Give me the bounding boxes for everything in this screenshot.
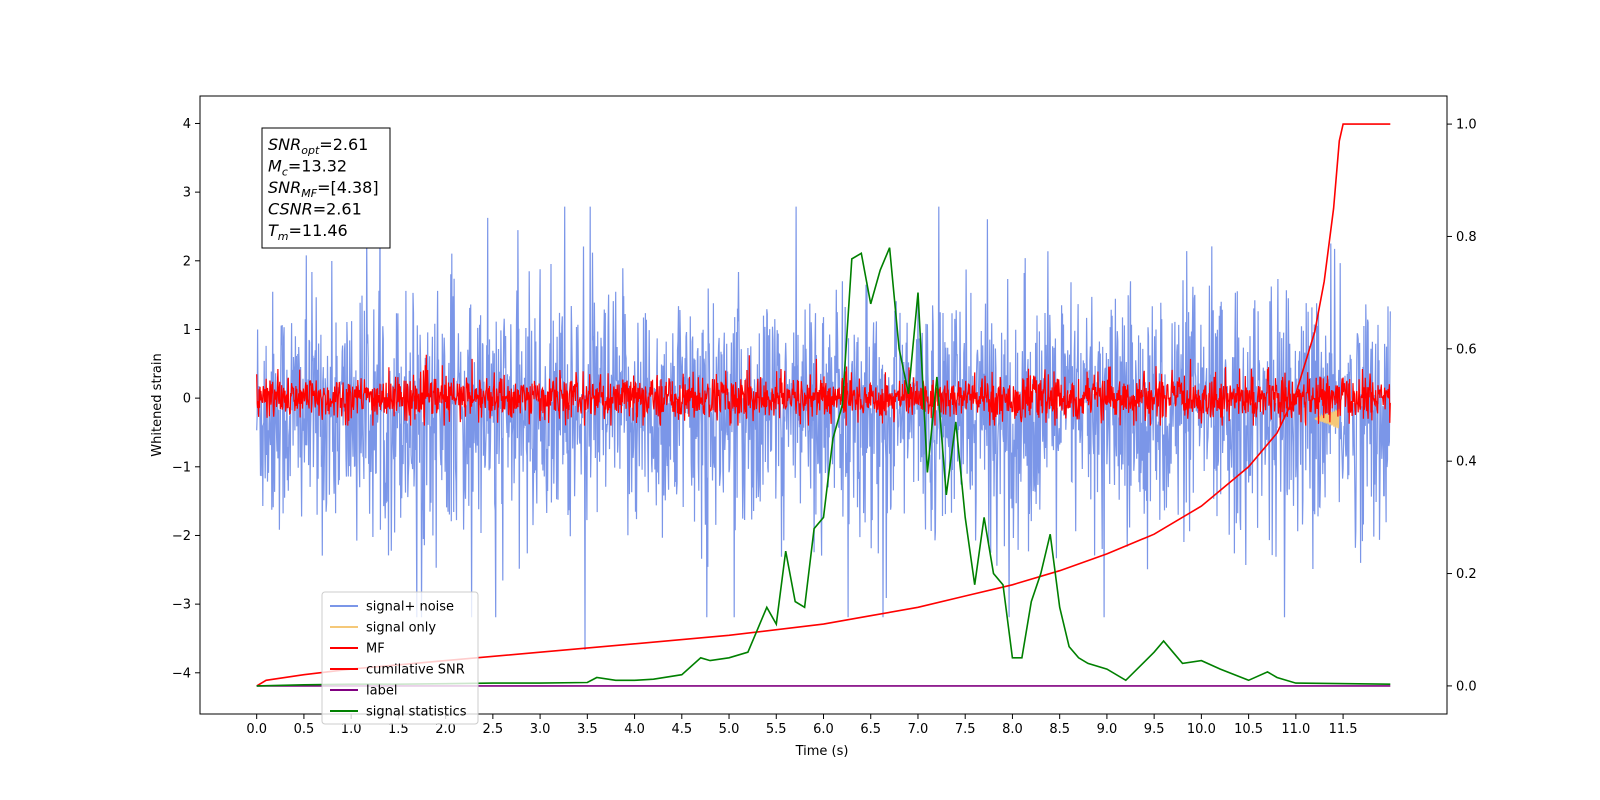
x-tick-label: 1.0 — [341, 722, 362, 737]
x-tick-label: 11.5 — [1329, 722, 1358, 737]
y-tick-label: 4 — [183, 117, 191, 132]
x-tick-label: 4.5 — [671, 722, 692, 737]
annotation-value: =2.61 — [313, 200, 362, 219]
y-tick-label: 0 — [183, 392, 191, 407]
annotation-line: Mc=13.32 — [268, 157, 347, 179]
y-axis-left: 4 3 2 1 0 −1 −2 −3 −4 — [172, 117, 200, 681]
annotation-line: SNRMF=[4.38] — [268, 178, 379, 200]
x-tick-label: 0.0 — [246, 722, 267, 737]
x-tick-label: 7.5 — [955, 722, 976, 737]
x-tick-label: 3.0 — [530, 722, 551, 737]
annotation-line: CSNR=2.61 — [268, 200, 362, 219]
x-tick-label: 4.0 — [624, 722, 645, 737]
y2-tick-label: 0.8 — [1456, 230, 1477, 245]
annotation-value: =11.46 — [289, 221, 348, 240]
annotation-symbol: T — [268, 221, 279, 240]
x-tick-label: 9.0 — [1097, 722, 1118, 737]
x-tick-label: 11.0 — [1281, 722, 1310, 737]
series-line — [256, 247, 1391, 687]
x-tick-label: 5.5 — [766, 722, 787, 737]
x-axis: 0.0 0.5 1.0 1.5 2.0 2.5 3.0 3.5 4.0 4.5 5.0 5.5 6.0 6… — [246, 714, 1358, 737]
x-tick-label: 1.5 — [388, 722, 409, 737]
x-tick-label: 5.0 — [719, 722, 740, 737]
annotation-frame — [261, 127, 391, 249]
y-tick-label: −1 — [172, 460, 191, 475]
x-tick-label: 2.0 — [435, 722, 456, 737]
x-axis-label: Time (s) — [795, 744, 849, 759]
annotation-subscript: c — [282, 166, 288, 179]
x-tick-label: 10.0 — [1187, 722, 1216, 737]
y2-tick-label: 0.4 — [1456, 455, 1477, 470]
y-tick-label: −3 — [172, 598, 191, 613]
legend-entry: MF — [366, 642, 385, 657]
x-tick-label: 9.5 — [1144, 722, 1165, 737]
y-tick-label: 3 — [183, 186, 191, 201]
annotation-value: =13.32 — [288, 157, 347, 176]
legend-entry: cumilative SNR — [366, 663, 465, 678]
annotation-subscript: opt — [301, 144, 320, 157]
x-tick-label: 0.5 — [294, 722, 315, 737]
y-tick-label: −4 — [172, 666, 191, 681]
annotation-value: =2.61 — [319, 135, 368, 154]
x-tick-label: 8.0 — [1002, 722, 1023, 737]
y-axis-label: Whitened strain — [150, 353, 165, 456]
legend-frame — [321, 591, 479, 725]
legend: signal+ noise signal only MF cumilative SNR… — [321, 591, 479, 725]
legend-entry: signal+ noise — [366, 600, 454, 615]
annotation-symbol: M — [268, 157, 282, 176]
series-line — [256, 354, 1391, 426]
y2-tick-label: 1.0 — [1456, 118, 1477, 133]
legend-entry: label — [366, 684, 397, 699]
x-tick-label: 6.5 — [860, 722, 881, 737]
legend-entry: signal only — [366, 621, 436, 636]
annotation-symbol: CSNR — [268, 200, 313, 219]
annotation-symbol: SNR — [268, 178, 301, 197]
annotation-subscript: m — [278, 230, 289, 243]
legend-entry: signal statistics — [366, 705, 467, 720]
y-tick-label: 2 — [183, 254, 191, 269]
stats-annotation-box: SNRopt=2.61Mc=13.32SNRMF=[4.38]CSNR=2.61… — [261, 127, 391, 249]
x-tick-label: 6.0 — [813, 722, 834, 737]
y2-tick-label: 0.6 — [1456, 342, 1477, 357]
x-tick-label: 3.5 — [577, 722, 598, 737]
y-tick-label: 1 — [183, 323, 191, 338]
annotation-line: SNRopt=2.61 — [268, 135, 368, 157]
y2-tick-label: 0.2 — [1456, 567, 1477, 582]
x-tick-label: 7.0 — [908, 722, 929, 737]
series-line — [256, 186, 1391, 651]
x-tick-label: 10.5 — [1234, 722, 1263, 737]
x-tick-label: 8.5 — [1049, 722, 1070, 737]
y-axis-right: 1.0 0.8 0.6 0.4 0.2 0.0 — [1447, 118, 1477, 694]
y-tick-label: −2 — [172, 529, 191, 544]
annotation-line: Tm=11.46 — [268, 221, 348, 243]
annotation-symbol: SNR — [268, 135, 301, 154]
y2-tick-label: 0.0 — [1456, 679, 1477, 694]
x-tick-label: 2.5 — [483, 722, 504, 737]
annotation-value: =[4.38] — [317, 178, 379, 197]
annotation-subscript: MF — [301, 187, 317, 200]
